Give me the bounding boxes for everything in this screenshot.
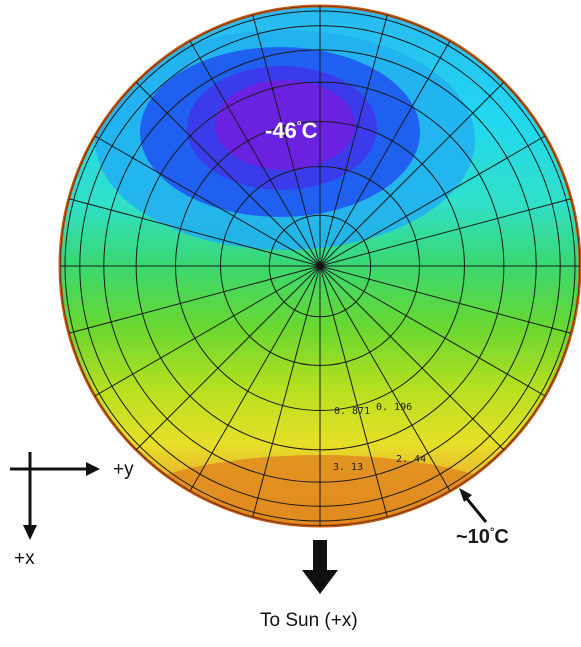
mesh-meridian bbox=[319, 265, 451, 492]
mesh-grid bbox=[60, 6, 580, 526]
cold-temperature-label: -46°C bbox=[265, 118, 318, 143]
mesh-meridian bbox=[319, 265, 505, 451]
sun-direction-label: To Sun (+x) bbox=[260, 610, 358, 631]
mesh-meridian bbox=[252, 265, 321, 518]
mesh-meridian bbox=[319, 14, 388, 267]
mesh-meridian bbox=[189, 265, 321, 492]
mesh-meridian bbox=[319, 135, 546, 267]
contour-labels: 0. 871 0. 196 3. 13 2. 44 bbox=[333, 402, 426, 473]
contour-label: 0. 196 bbox=[376, 402, 412, 413]
y-axis-arrowhead bbox=[86, 462, 100, 476]
mesh-meridian bbox=[68, 265, 321, 334]
mesh-meridian bbox=[319, 81, 505, 267]
mesh-meridian bbox=[94, 265, 321, 397]
contour-label: 3. 13 bbox=[333, 462, 363, 473]
warm-region bbox=[90, 455, 550, 526]
mesh-meridian bbox=[319, 265, 388, 518]
y-axis-label: +y bbox=[113, 459, 134, 480]
mesh-meridian bbox=[319, 40, 451, 267]
mesh-meridian bbox=[319, 265, 546, 397]
warm-pointer-arrow bbox=[459, 488, 488, 523]
mesh-meridian bbox=[189, 40, 321, 267]
warm-temperature-label: ~10°C bbox=[456, 526, 509, 548]
x-axis-label: +x bbox=[14, 548, 35, 569]
mesh-meridian bbox=[319, 198, 572, 267]
contour-label: 2. 44 bbox=[396, 454, 426, 465]
mesh-meridian bbox=[135, 265, 321, 451]
mesh-meridian bbox=[68, 198, 321, 267]
mesh-meridian bbox=[94, 135, 321, 267]
contour-label: 0. 871 bbox=[334, 406, 370, 417]
sun-direction-arrow bbox=[302, 540, 338, 594]
mesh-meridian bbox=[252, 14, 321, 267]
pole-point bbox=[317, 263, 323, 269]
mesh-meridian bbox=[319, 265, 572, 334]
axis-triad bbox=[10, 452, 100, 540]
mesh-meridian bbox=[135, 81, 321, 267]
x-axis-arrowhead bbox=[23, 525, 37, 540]
